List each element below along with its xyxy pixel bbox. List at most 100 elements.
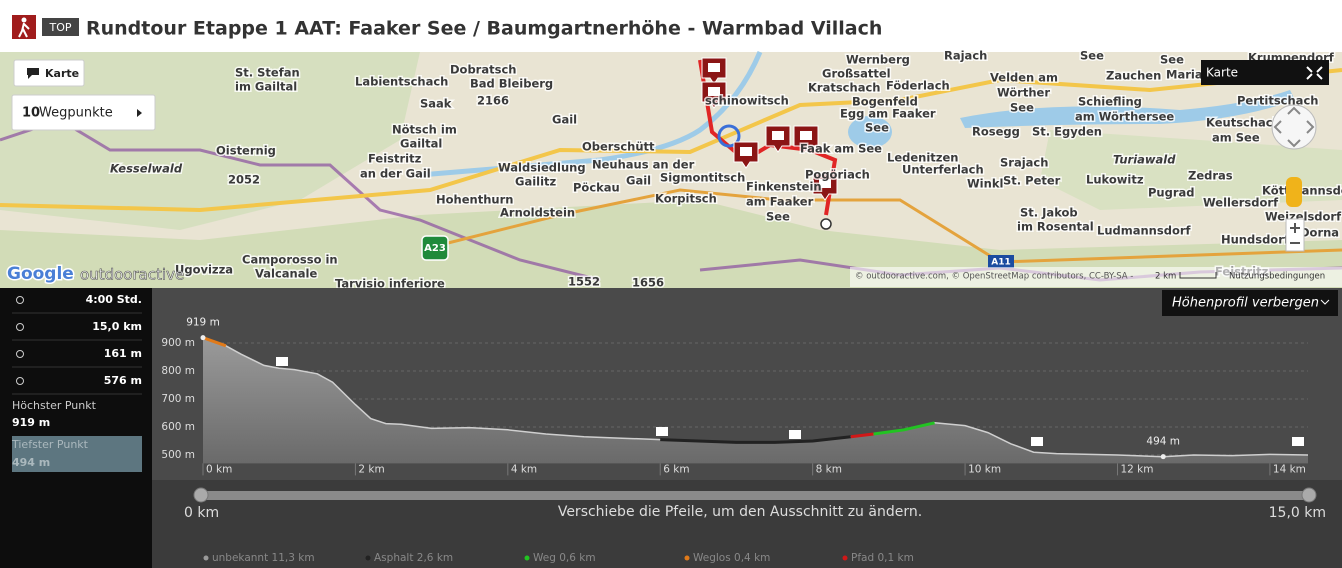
map-label: Valcanale [255,267,317,281]
road-shield-text: A23 [424,243,446,254]
stat-value: 161 m [104,347,142,360]
map-label: Gailitz [515,175,557,189]
fullscreen-button[interactable] [1302,62,1327,84]
map-label: am Wörthersee [1075,110,1174,124]
legend-label: Asphalt 2,6 km [374,552,453,564]
map-label: Pogöriach [805,168,870,182]
waypoints-button[interactable] [11,94,156,131]
lake [848,116,892,148]
map-label: Wernberg [846,53,910,67]
map-label: Wörther [997,86,1050,100]
annotation: 494 m [1146,436,1180,448]
map-label: Unterferlach [902,163,984,177]
legend-label: Pfad 0,1 km [851,552,914,564]
map-label: Finkenstein [746,180,822,194]
map-label: Gail [626,174,651,188]
map-label: Weizelsdorf [1265,210,1342,224]
y-tick-label: 600 m [161,421,195,433]
x-tick-label: 14 km [1273,463,1306,475]
stat-value: 15,0 km [92,320,142,333]
scale-bar [1179,272,1217,279]
map-label: Bad Bleiberg [470,77,553,91]
map-label: Dobratsch [450,63,516,77]
map-label: Gailtal [400,137,442,151]
legend-swatch [842,555,848,561]
stat-icon [16,296,24,304]
map-label: Keutschach [1206,116,1281,130]
map-label: Saak [420,97,452,111]
surface-segment [202,336,227,348]
map-label: Winkl [967,177,1003,191]
map-label: Egg am Faaker [840,107,936,121]
map-label: Turiawald [1113,153,1176,167]
border [0,118,601,282]
map-label: Lukowitz [1086,173,1144,187]
x-tick-label: 0 km [206,463,232,475]
scale-label: 2 km [1155,272,1176,282]
legend-swatch [524,555,530,561]
title: Rundtour Etappe 1 AAT: Faaker See / Baum… [86,18,882,40]
stat-value: 576 m [104,374,142,387]
poi-icon [1031,437,1043,446]
map-label: Ledenitzen [887,151,958,165]
y-tick-label: 900 m [161,337,195,349]
map-view-button[interactable] [13,59,85,87]
map-label: 2166 [477,94,509,108]
icon-part [21,17,27,23]
legend-swatch [203,555,209,561]
badge-text: TOP [48,21,71,34]
pegman[interactable] [1286,177,1302,207]
map-label: Kratschach [808,81,880,95]
icon-part [18,22,30,38]
map-label: Kesselwald [110,162,183,176]
profile-toggle[interactable] [1162,290,1338,316]
profile-toggle-label: Höhenprofil verbergen [1172,296,1319,311]
lowest-value: 494 m [12,456,50,469]
marker-icon [708,87,720,96]
terms-link[interactable]: Nutzungsbedingungen [1229,272,1325,282]
map-label: Großsattel [822,67,891,81]
marker-icon [740,147,752,156]
x-tick-label: 12 km [1120,463,1153,475]
stat-icon [16,323,24,331]
map-label: 1656 [632,276,664,290]
header [0,0,1342,52]
stats: 4:00 Std. 15,0 km 161 m 576 m [12,293,142,395]
map-label: St. Jakob [1020,206,1078,220]
map-label: St. Peter [1003,174,1061,188]
annotation: 919 m [186,317,220,329]
map-label: Zedras [1188,169,1233,183]
legend-label: unbekannt 11,3 km [212,552,315,564]
legend-swatch [684,555,690,561]
map-label: im Gailtal [235,80,297,94]
slider-handle[interactable] [1301,487,1317,503]
surface-segment [660,435,851,444]
slider-track [197,491,1314,500]
highest-value: 919 m [12,416,50,429]
slider-handle[interactable] [193,487,209,503]
map-label: Gail [552,113,577,127]
pan-control[interactable] [1271,104,1317,150]
highest-label: Höchster Punkt [12,399,97,412]
map-label: schinowitsch [705,94,789,108]
lake [960,90,1295,128]
x-tick-label: 6 km [663,463,689,475]
map-label: Labientschach [355,75,448,89]
surface-segment [873,421,935,436]
attribution-bg [850,267,1342,287]
map-label: Sigmontitsch [660,171,745,185]
map-label: St. Egyden [1032,125,1102,139]
slider-end: 15,0 km [1269,505,1326,521]
map-label: Arnoldstein [500,206,575,220]
map-label: Rosegg [972,125,1020,139]
attribution: © outdooractive.com, © OpenStreetMap con… [855,272,1133,282]
annotation-dot [200,335,206,341]
map-label: Camporosso in [242,253,338,267]
waypoints-label: Wegpunkte [39,106,113,121]
surface-segment [850,432,874,439]
route-start [717,124,741,148]
